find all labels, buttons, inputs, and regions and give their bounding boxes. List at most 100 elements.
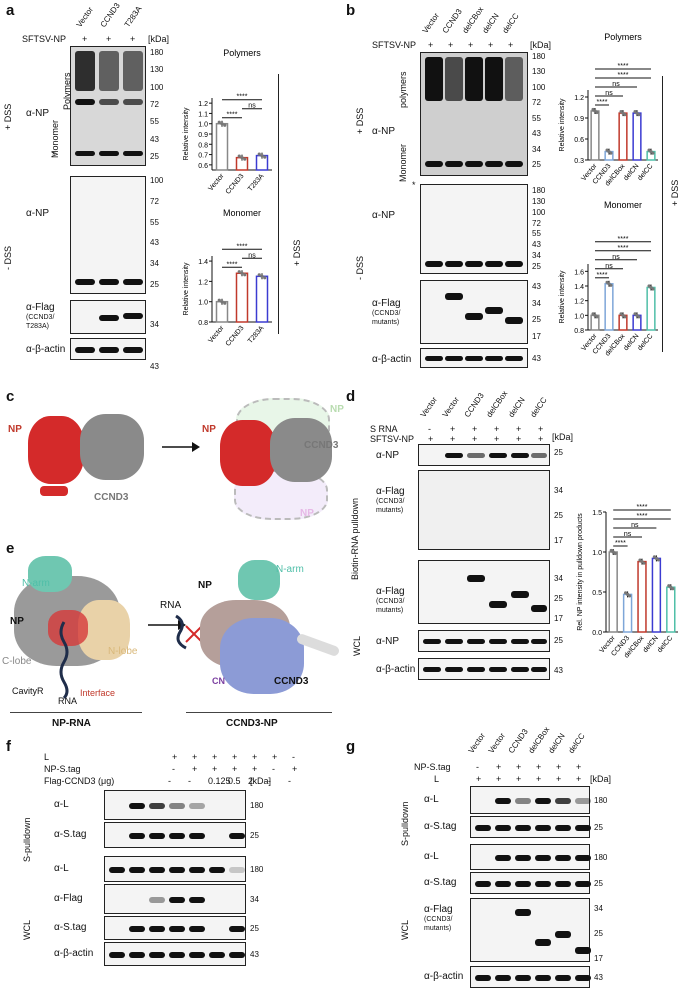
data-point (257, 273, 261, 277)
dss-right-label: + DSS (670, 179, 680, 206)
chart-a-polymers: Polymers 0.6 0.7 0.8 0.9 1.0 1.1 1.2 Relative in… (183, 48, 272, 196)
data-point (609, 283, 613, 287)
panel-label: a (6, 2, 15, 19)
blot-wcl-flag (418, 560, 550, 624)
lane-label: Vector (440, 395, 462, 419)
marker: 25 (250, 924, 259, 933)
y-axis-label: Relative intensity (559, 270, 566, 323)
chart-a-monomer: Monomer 0.8 1.0 1.2 1.4 Relative intensity Vec… (183, 208, 272, 348)
data-point (217, 298, 221, 302)
row-label-np: NP-S.tag (44, 764, 81, 774)
blot-band (189, 952, 205, 958)
sign: - (428, 424, 431, 434)
blot-band (229, 952, 245, 958)
blot-np-dss (70, 46, 146, 166)
data-point (217, 120, 221, 124)
side-label-pulldown: Biotin-RNA pulldown (350, 497, 360, 580)
rna-label: RNA (58, 696, 78, 706)
blot (104, 942, 246, 966)
bar (604, 283, 614, 331)
blot-label-flag-sub: (CCND3/ (26, 314, 55, 321)
divider (662, 76, 663, 352)
y-tick-label: 1.2 (198, 279, 208, 286)
x-tick-label: T283A (247, 173, 266, 194)
marker: 130 (532, 67, 546, 77)
x-tick-label: CCND3 (225, 173, 246, 196)
sign: + (252, 764, 258, 774)
blot-label: α-Flag (424, 904, 453, 915)
marker: 17 (554, 614, 563, 623)
blot-band (129, 803, 145, 809)
marker: 55 (150, 217, 159, 227)
caption-ccnd3-np: CCND3-NP (226, 718, 278, 729)
lane-label: CCND3 (506, 727, 530, 755)
marker: 43 (532, 129, 541, 139)
blot-band (575, 798, 591, 804)
panel-label: b (346, 2, 356, 19)
blot-label-sub2: mutants) (424, 925, 452, 932)
dss-minus-label: - DSS (355, 255, 365, 280)
ccnd3-structure (80, 414, 144, 480)
blot-actin (70, 338, 146, 360)
marker: 43 (554, 666, 563, 675)
blot-band (555, 798, 571, 804)
x-tick-label: delCC (637, 163, 655, 182)
lane-label: delCN (506, 395, 527, 419)
data-point (240, 271, 244, 275)
marker: 17 (554, 536, 563, 545)
ccnd3-label-2: CCND3 (304, 440, 339, 451)
blot-label: α-L (54, 863, 69, 874)
marker: 100 (150, 82, 164, 92)
blot-label-flag-sub: (CCND3/ (376, 498, 405, 505)
lane-label: CCND3 (462, 391, 486, 419)
bar (255, 275, 269, 323)
blot-label-np: α-NP (372, 126, 396, 137)
blot-label-np-2: α-NP (26, 208, 50, 219)
blot-band (475, 881, 491, 887)
blot-band (149, 952, 165, 958)
np-label: NP (10, 616, 24, 627)
significance-label: ns (605, 263, 613, 270)
blot (104, 790, 246, 820)
significance-label: **** (227, 261, 238, 268)
blot-label-actin: α-β-actin (26, 344, 66, 355)
data-point (627, 594, 632, 598)
np-label-2: NP (198, 580, 212, 591)
chart-title: Polymers (604, 32, 642, 42)
sign: - (168, 776, 171, 786)
np-ghost-label: NP (330, 404, 344, 415)
y-axis-label: Relative intensity (183, 262, 190, 315)
ccnd3-structure-2 (270, 418, 332, 482)
marker: 55 (532, 229, 541, 239)
x-tick-label: Vector (207, 172, 226, 192)
blot-np-no-dss (420, 184, 528, 274)
marker: 34 (250, 895, 259, 904)
blot-band (475, 975, 491, 981)
cn-label: CN (212, 676, 225, 686)
np-helix (40, 486, 68, 496)
blot (470, 816, 591, 838)
sign: + (472, 434, 478, 444)
blot (470, 872, 591, 894)
bar (590, 110, 600, 161)
blot-band (109, 867, 125, 873)
kda-label: [kDa] (590, 774, 612, 784)
sign: + (476, 774, 482, 784)
sign: + (272, 752, 278, 762)
blot-pulldown-np (418, 444, 550, 466)
marker: 25 (554, 594, 563, 603)
significance-label: **** (615, 540, 626, 547)
blot (104, 916, 246, 940)
data-point (257, 152, 261, 156)
y-tick-label: 0.7 (198, 153, 208, 160)
n-arm-label: N-arm (22, 578, 50, 589)
y-tick-label: 1.5 (592, 510, 602, 517)
marker: 25 (150, 152, 159, 161)
blot (470, 966, 591, 988)
chart-d-pulldown: 0.0 0.5 1.0 1.5 Rel. NP intensity in pulldow… (577, 504, 678, 660)
polymers-label: polymers (398, 71, 408, 108)
significance-label: **** (637, 513, 648, 520)
y-tick-label: 0.3 (574, 158, 584, 165)
blot-band (535, 825, 551, 831)
data-point (623, 113, 627, 117)
